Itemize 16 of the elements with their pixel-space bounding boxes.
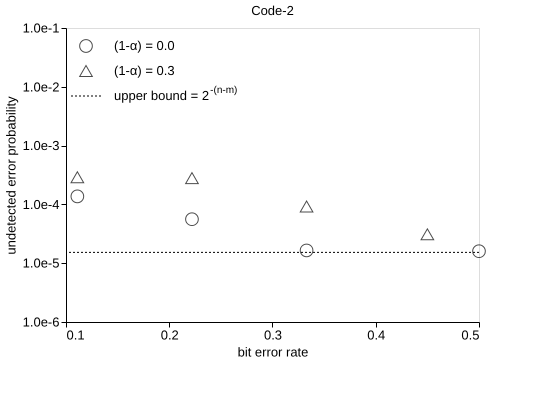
x-tick-label: 0.4	[367, 328, 386, 342]
y-tick-label: 1.0e-3	[22, 138, 60, 154]
legend-label: (1-α) = 0.0	[114, 38, 175, 53]
x-axis-title: bit error rate	[238, 344, 308, 360]
y-tick-label: 1.0e-2	[22, 79, 60, 94]
x-tick-label: 0.2	[160, 328, 179, 342]
x-tick-label: 0.1	[66, 328, 85, 342]
y-axis-title: undetected error probability	[4, 96, 19, 255]
legend-label: (1-α) = 0.3	[114, 63, 175, 78]
y-tick-label: 1.0e-4	[22, 196, 60, 212]
y-tick-label: 1.0e-6	[22, 314, 60, 330]
y-tick-label: 1.0e-1	[22, 20, 60, 36]
chart-title: Code-2	[251, 3, 294, 18]
y-tick-label: 1.0e-5	[22, 256, 60, 271]
x-tick-label: 0.3	[264, 328, 282, 342]
x-tick-label: 0.5	[461, 328, 480, 342]
